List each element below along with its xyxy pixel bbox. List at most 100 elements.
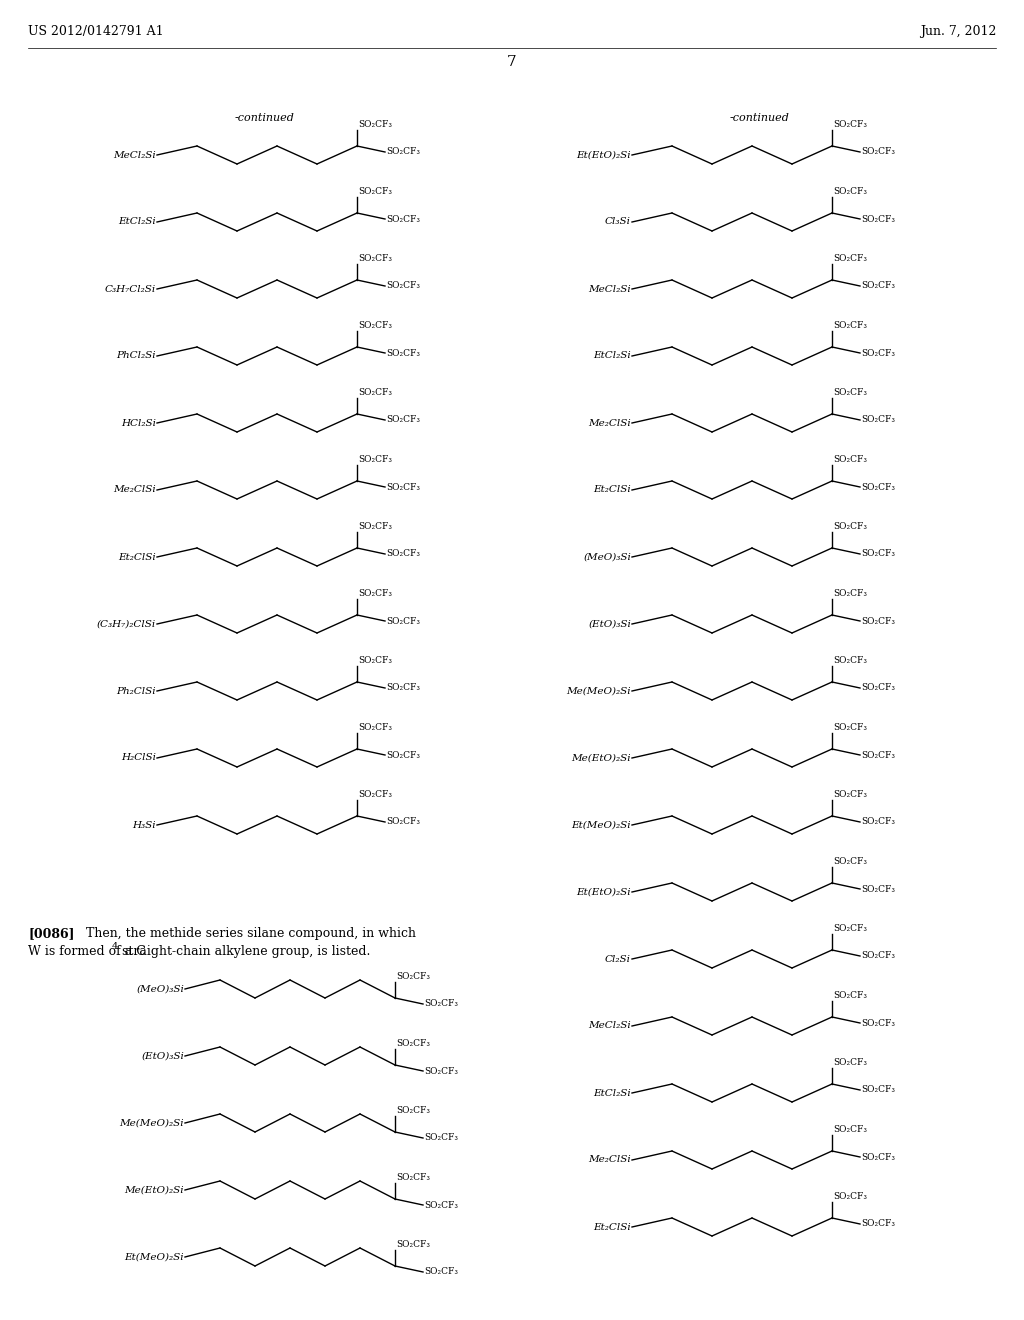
Text: SO₂CF₃: SO₂CF₃ xyxy=(358,120,392,129)
Text: SO₂CF₃: SO₂CF₃ xyxy=(424,1200,458,1209)
Text: SO₂CF₃: SO₂CF₃ xyxy=(861,1220,895,1229)
Text: Et(MeO)₂Si: Et(MeO)₂Si xyxy=(571,821,631,829)
Text: SO₂CF₃: SO₂CF₃ xyxy=(833,120,867,129)
Text: SO₂CF₃: SO₂CF₃ xyxy=(861,214,895,223)
Text: SO₂CF₃: SO₂CF₃ xyxy=(833,388,867,397)
Text: SO₂CF₃: SO₂CF₃ xyxy=(833,789,867,799)
Text: SO₂CF₃: SO₂CF₃ xyxy=(833,1192,867,1201)
Text: SO₂CF₃: SO₂CF₃ xyxy=(833,924,867,933)
Text: straight-chain alkylene group, is listed.: straight-chain alkylene group, is listed… xyxy=(118,945,371,958)
Text: HCl₂Si: HCl₂Si xyxy=(121,418,156,428)
Text: (EtO)₃Si: (EtO)₃Si xyxy=(141,1052,184,1060)
Text: Cl₂Si: Cl₂Si xyxy=(605,954,631,964)
Text: SO₂CF₃: SO₂CF₃ xyxy=(358,253,392,263)
Text: SO₂CF₃: SO₂CF₃ xyxy=(861,684,895,693)
Text: SO₂CF₃: SO₂CF₃ xyxy=(358,723,392,733)
Text: SO₂CF₃: SO₂CF₃ xyxy=(386,549,420,558)
Text: Then, the methide series silane compound, in which: Then, the methide series silane compound… xyxy=(70,927,416,940)
Text: SO₂CF₃: SO₂CF₃ xyxy=(861,148,895,157)
Text: SO₂CF₃: SO₂CF₃ xyxy=(861,751,895,759)
Text: Me(EtO)₂Si: Me(EtO)₂Si xyxy=(571,754,631,763)
Text: Me₂ClSi: Me₂ClSi xyxy=(114,486,156,495)
Text: SO₂CF₃: SO₂CF₃ xyxy=(396,1173,430,1181)
Text: SO₂CF₃: SO₂CF₃ xyxy=(861,817,895,826)
Text: US 2012/0142791 A1: US 2012/0142791 A1 xyxy=(28,25,164,38)
Text: C₃H₇Cl₂Si: C₃H₇Cl₂Si xyxy=(104,285,156,293)
Text: SO₂CF₃: SO₂CF₃ xyxy=(358,455,392,465)
Text: 7: 7 xyxy=(507,55,517,69)
Text: MeCl₂Si: MeCl₂Si xyxy=(588,285,631,293)
Text: SO₂CF₃: SO₂CF₃ xyxy=(861,281,895,290)
Text: SO₂CF₃: SO₂CF₃ xyxy=(424,1267,458,1276)
Text: SO₂CF₃: SO₂CF₃ xyxy=(861,1019,895,1027)
Text: -continued: -continued xyxy=(730,114,790,123)
Text: SO₂CF₃: SO₂CF₃ xyxy=(386,148,420,157)
Text: SO₂CF₃: SO₂CF₃ xyxy=(424,1134,458,1143)
Text: SO₂CF₃: SO₂CF₃ xyxy=(358,388,392,397)
Text: SO₂CF₃: SO₂CF₃ xyxy=(386,348,420,358)
Text: EtCl₂Si: EtCl₂Si xyxy=(593,351,631,360)
Text: Et(EtO)₂Si: Et(EtO)₂Si xyxy=(577,887,631,896)
Text: SO₂CF₃: SO₂CF₃ xyxy=(386,751,420,759)
Text: SO₂CF₃: SO₂CF₃ xyxy=(833,455,867,465)
Text: SO₂CF₃: SO₂CF₃ xyxy=(358,789,392,799)
Text: H₃Si: H₃Si xyxy=(132,821,156,829)
Text: SO₂CF₃: SO₂CF₃ xyxy=(861,952,895,961)
Text: SO₂CF₃: SO₂CF₃ xyxy=(424,1067,458,1076)
Text: Cl₃Si: Cl₃Si xyxy=(605,218,631,227)
Text: Et₂ClSi: Et₂ClSi xyxy=(593,1222,631,1232)
Text: PhCl₂Si: PhCl₂Si xyxy=(117,351,156,360)
Text: SO₂CF₃: SO₂CF₃ xyxy=(396,1039,430,1048)
Text: SO₂CF₃: SO₂CF₃ xyxy=(833,656,867,665)
Text: Et(MeO)₂Si: Et(MeO)₂Si xyxy=(124,1253,184,1262)
Text: SO₂CF₃: SO₂CF₃ xyxy=(358,521,392,531)
Text: EtCl₂Si: EtCl₂Si xyxy=(593,1089,631,1097)
Text: SO₂CF₃: SO₂CF₃ xyxy=(396,1239,430,1249)
Text: SO₂CF₃: SO₂CF₃ xyxy=(386,817,420,826)
Text: EtCl₂Si: EtCl₂Si xyxy=(118,218,156,227)
Text: SO₂CF₃: SO₂CF₃ xyxy=(833,321,867,330)
Text: SO₂CF₃: SO₂CF₃ xyxy=(861,1085,895,1094)
Text: Me₂ClSi: Me₂ClSi xyxy=(588,418,631,428)
Text: SO₂CF₃: SO₂CF₃ xyxy=(386,214,420,223)
Text: SO₂CF₃: SO₂CF₃ xyxy=(861,884,895,894)
Text: SO₂CF₃: SO₂CF₃ xyxy=(861,1152,895,1162)
Text: SO₂CF₃: SO₂CF₃ xyxy=(833,991,867,1001)
Text: (MeO)₃Si: (MeO)₃Si xyxy=(136,985,184,994)
Text: Jun. 7, 2012: Jun. 7, 2012 xyxy=(920,25,996,38)
Text: Et₂ClSi: Et₂ClSi xyxy=(118,553,156,561)
Text: MeCl₂Si: MeCl₂Si xyxy=(114,150,156,160)
Text: Me(EtO)₂Si: Me(EtO)₂Si xyxy=(124,1185,184,1195)
Text: SO₂CF₃: SO₂CF₃ xyxy=(358,656,392,665)
Text: SO₂CF₃: SO₂CF₃ xyxy=(358,321,392,330)
Text: Me(MeO)₂Si: Me(MeO)₂Si xyxy=(120,1118,184,1127)
Text: SO₂CF₃: SO₂CF₃ xyxy=(396,972,430,981)
Text: Et(EtO)₂Si: Et(EtO)₂Si xyxy=(577,150,631,160)
Text: SO₂CF₃: SO₂CF₃ xyxy=(386,416,420,425)
Text: Me₂ClSi: Me₂ClSi xyxy=(588,1155,631,1164)
Text: SO₂CF₃: SO₂CF₃ xyxy=(833,589,867,598)
Text: SO₂CF₃: SO₂CF₃ xyxy=(386,483,420,491)
Text: SO₂CF₃: SO₂CF₃ xyxy=(833,1059,867,1067)
Text: SO₂CF₃: SO₂CF₃ xyxy=(833,723,867,733)
Text: Me(MeO)₂Si: Me(MeO)₂Si xyxy=(566,686,631,696)
Text: SO₂CF₃: SO₂CF₃ xyxy=(386,281,420,290)
Text: SO₂CF₃: SO₂CF₃ xyxy=(833,187,867,195)
Text: SO₂CF₃: SO₂CF₃ xyxy=(833,857,867,866)
Text: (EtO)₃Si: (EtO)₃Si xyxy=(588,619,631,628)
Text: SO₂CF₃: SO₂CF₃ xyxy=(396,1106,430,1115)
Text: (MeO)₃Si: (MeO)₃Si xyxy=(583,553,631,561)
Text: SO₂CF₃: SO₂CF₃ xyxy=(861,348,895,358)
Text: -continued: -continued xyxy=(236,114,295,123)
Text: 4: 4 xyxy=(112,942,118,950)
Text: (C₃H₇)₂ClSi: (C₃H₇)₂ClSi xyxy=(96,619,156,628)
Text: MeCl₂Si: MeCl₂Si xyxy=(588,1022,631,1031)
Text: SO₂CF₃: SO₂CF₃ xyxy=(424,999,458,1008)
Text: SO₂CF₃: SO₂CF₃ xyxy=(358,187,392,195)
Text: SO₂CF₃: SO₂CF₃ xyxy=(833,521,867,531)
Text: Ph₂ClSi: Ph₂ClSi xyxy=(117,686,156,696)
Text: SO₂CF₃: SO₂CF₃ xyxy=(861,549,895,558)
Text: SO₂CF₃: SO₂CF₃ xyxy=(861,616,895,626)
Text: Et₂ClSi: Et₂ClSi xyxy=(593,486,631,495)
Text: [0086]: [0086] xyxy=(28,927,75,940)
